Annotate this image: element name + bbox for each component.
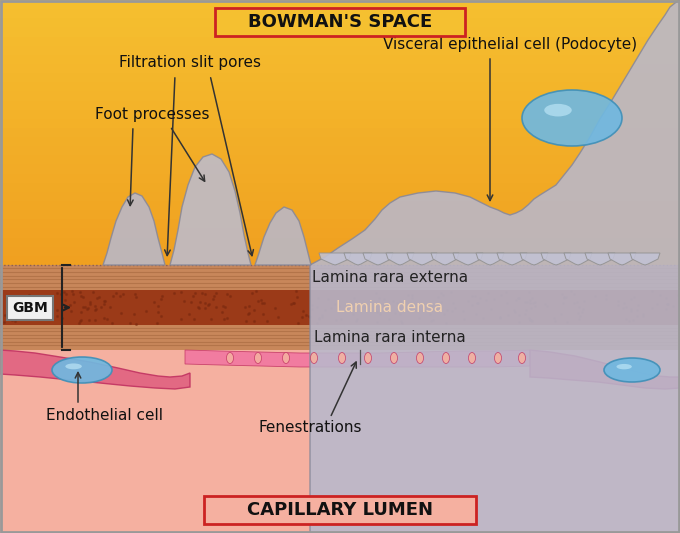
Ellipse shape: [339, 352, 345, 364]
Ellipse shape: [469, 352, 475, 364]
FancyBboxPatch shape: [215, 8, 465, 36]
Polygon shape: [386, 253, 414, 265]
Polygon shape: [170, 154, 251, 265]
Polygon shape: [310, 0, 680, 533]
Ellipse shape: [416, 352, 424, 364]
Polygon shape: [497, 253, 527, 265]
Polygon shape: [255, 207, 311, 265]
Polygon shape: [185, 350, 530, 367]
Polygon shape: [564, 253, 592, 265]
Polygon shape: [344, 253, 372, 265]
Text: Foot processes: Foot processes: [95, 108, 209, 123]
Polygon shape: [630, 253, 660, 265]
Polygon shape: [476, 253, 504, 265]
Ellipse shape: [65, 364, 82, 369]
Ellipse shape: [282, 352, 290, 364]
Ellipse shape: [443, 352, 449, 364]
Polygon shape: [363, 253, 393, 265]
Bar: [0, 265, 680, 350]
Polygon shape: [0, 350, 190, 389]
Text: CAPILLARY LUMEN: CAPILLARY LUMEN: [247, 501, 433, 519]
Polygon shape: [530, 350, 680, 389]
Ellipse shape: [52, 357, 112, 383]
Ellipse shape: [617, 364, 632, 369]
Polygon shape: [103, 193, 165, 265]
FancyBboxPatch shape: [7, 295, 53, 319]
Ellipse shape: [390, 352, 398, 364]
Polygon shape: [585, 253, 615, 265]
Text: BOWMAN'S SPACE: BOWMAN'S SPACE: [248, 13, 432, 31]
Bar: [0, 290, 680, 325]
Text: Lamina rara interna: Lamina rara interna: [314, 330, 466, 345]
Ellipse shape: [226, 352, 233, 364]
Polygon shape: [319, 253, 351, 265]
Ellipse shape: [604, 358, 660, 382]
Polygon shape: [431, 253, 459, 265]
Text: Filtration slit pores: Filtration slit pores: [119, 55, 261, 70]
Polygon shape: [520, 253, 548, 265]
Ellipse shape: [364, 352, 371, 364]
Text: GBM: GBM: [12, 301, 48, 314]
Text: Visceral epithelial cell (Podocyte): Visceral epithelial cell (Podocyte): [383, 37, 637, 52]
Ellipse shape: [518, 352, 526, 364]
Polygon shape: [453, 253, 483, 265]
Ellipse shape: [522, 90, 622, 146]
Text: Lamina densa: Lamina densa: [337, 300, 443, 315]
Bar: [0, 350, 680, 533]
Polygon shape: [608, 253, 636, 265]
Text: Endothelial cell: Endothelial cell: [46, 408, 163, 423]
FancyBboxPatch shape: [204, 496, 476, 524]
Text: Lamina rara externa: Lamina rara externa: [312, 270, 468, 285]
Polygon shape: [407, 253, 437, 265]
Text: Fenestrations: Fenestrations: [258, 421, 362, 435]
Ellipse shape: [544, 104, 572, 116]
Ellipse shape: [254, 352, 262, 364]
Ellipse shape: [494, 352, 502, 364]
Polygon shape: [541, 253, 571, 265]
Ellipse shape: [311, 352, 318, 364]
